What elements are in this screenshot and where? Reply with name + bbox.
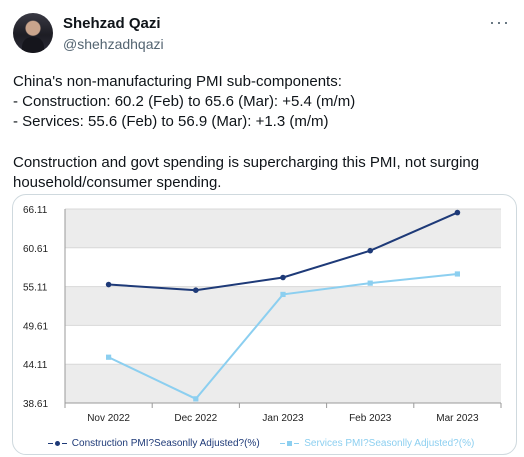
x-tick-label: Mar 2023 xyxy=(436,413,479,424)
y-tick-label: 66.11 xyxy=(23,205,48,216)
x-tick-label: Feb 2023 xyxy=(349,413,392,424)
chart-legend: Construction PMI?Seasonlly Adjusted?(%) … xyxy=(48,438,474,449)
author-handle[interactable]: @shehzadhqazi xyxy=(63,36,164,52)
legend-label-services: Services PMI?Seasonlly Adjusted?(%) xyxy=(304,438,475,449)
tweet-line: household/consumer spending. xyxy=(13,174,222,191)
services-point xyxy=(280,291,286,298)
grid-band xyxy=(65,364,501,403)
x-tick-label: Jan 2023 xyxy=(262,413,304,424)
avatar[interactable] xyxy=(13,13,53,53)
construction-point xyxy=(193,287,199,293)
services-point xyxy=(193,396,199,402)
legend-label-construction: Construction PMI?Seasonlly Adjusted?(%) xyxy=(71,438,260,449)
tweet-line: - Construction: 60.2 (Feb) to 65.6 (Mar)… xyxy=(13,93,356,110)
tweet-line: China's non-manufacturing PMI sub-compon… xyxy=(13,73,342,90)
x-tick-label: Nov 2022 xyxy=(87,413,130,424)
construction-point xyxy=(454,209,461,216)
y-tick-label: 44.11 xyxy=(23,360,48,371)
tweet-text: China's non-manufacturing PMI sub-compon… xyxy=(13,72,513,193)
author-display-name[interactable]: Shehzad Qazi xyxy=(63,15,161,32)
legend-item-services: Services PMI?Seasonlly Adjusted?(%) xyxy=(280,438,474,449)
tweet-line: Construction and govt spending is superc… xyxy=(13,154,480,171)
y-tick-label: 49.61 xyxy=(23,321,48,332)
y-tick-label: 55.11 xyxy=(23,283,48,294)
pmi-line-chart: 66.11 60.61 55.11 49.61 44.11 38.61 Nov 2022 De… xyxy=(23,205,502,424)
construction-point xyxy=(105,281,112,288)
more-options-icon[interactable]: ··· xyxy=(489,12,510,32)
services-point xyxy=(106,354,112,360)
services-point xyxy=(454,271,460,277)
y-tick-label: 60.61 xyxy=(23,244,48,255)
y-tick-label: 38.61 xyxy=(23,399,48,410)
services-point xyxy=(367,280,373,286)
construction-point xyxy=(280,274,286,281)
grid-band xyxy=(65,209,501,248)
x-tick-label: Dec 2022 xyxy=(174,413,217,424)
chart-image[interactable]: 66.11 60.61 55.11 49.61 44.11 38.61 Nov 2022 De… xyxy=(12,194,517,455)
construction-point xyxy=(367,247,374,254)
tweet-line: - Services: 55.6 (Feb) to 56.9 (Mar): +1… xyxy=(13,113,329,130)
legend-item-construction: Construction PMI?Seasonlly Adjusted?(%) xyxy=(48,438,260,449)
